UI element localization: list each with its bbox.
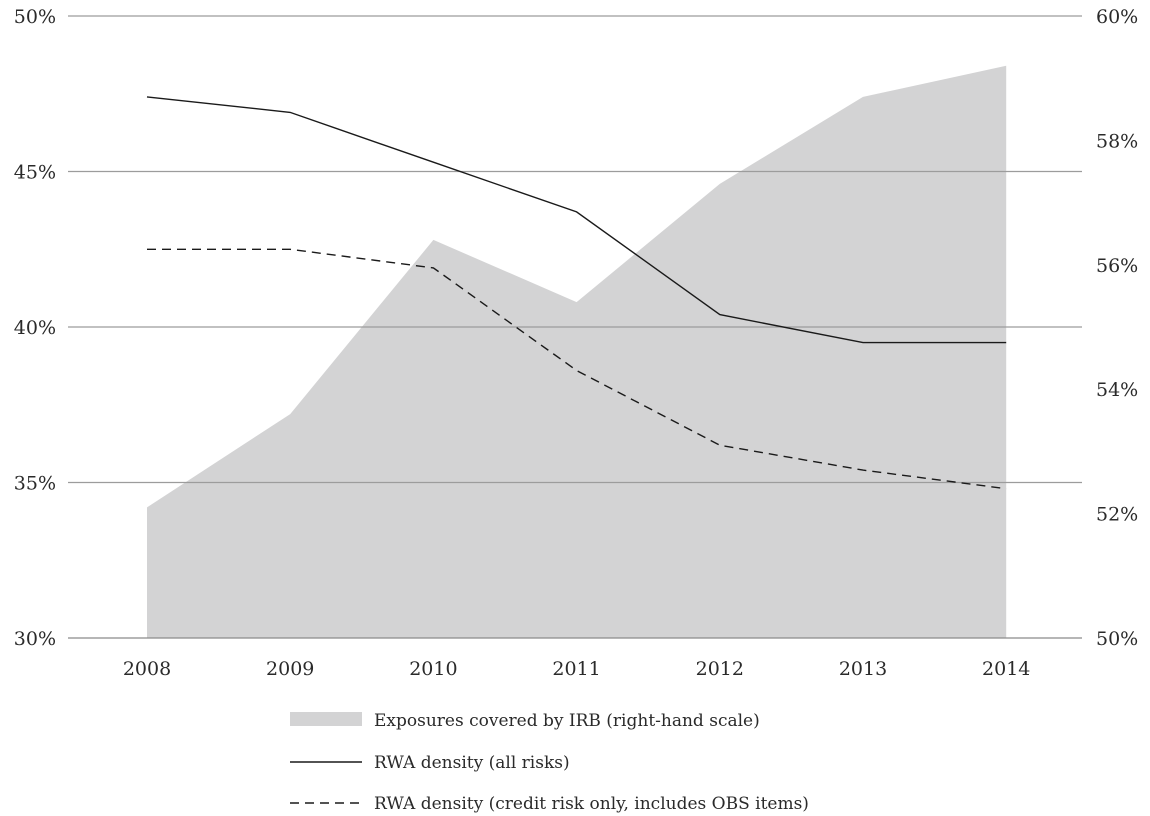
left-axis-tick-label: 50% [14,6,56,28]
right-axis-tick-label: 52% [1096,504,1138,526]
right-axis-tick-label: 58% [1096,130,1138,152]
x-axis-tick-label: 2008 [123,658,171,680]
x-axis-tick-label: 2009 [266,658,314,680]
area-layer [147,65,1007,639]
left-axis-tick-label: 35% [14,473,56,495]
left-axis: 50% 45% 40% 35% 30% [14,6,56,650]
right-axis-tick-label: 60% [1096,6,1138,28]
series-area-irb-exposures [147,65,1007,639]
legend-label: Exposures covered by IRB (right-hand sca… [374,711,760,731]
left-axis-tick-label: 40% [14,317,56,339]
x-axis-tick-label: 2013 [839,658,887,680]
legend-swatch-area [290,712,362,726]
right-axis-tick-label: 50% [1096,628,1138,650]
left-axis-tick-label: 45% [14,162,56,184]
right-axis: 60% 58% 56% 54% 52% 50% [1096,6,1138,650]
right-axis-tick-label: 54% [1096,379,1138,401]
legend-label: RWA density (all risks) [374,753,570,773]
series-line-rwa-all-risks [146,96,1007,344]
x-axis: 2008 2009 2010 2011 2012 2013 2014 [123,658,1031,680]
x-axis-tick-label: 2011 [552,658,600,680]
x-axis-tick-label: 2014 [982,658,1030,680]
series-line-rwa-credit-risk [147,248,1007,490]
x-axis-tick-label: 2012 [696,658,744,680]
x-axis-tick-label: 2010 [409,658,457,680]
grid-layer [68,15,1082,639]
line-layer [146,96,1007,490]
legend: Exposures covered by IRB (right-hand sca… [290,711,809,814]
legend-label: RWA density (credit risk only, includes … [374,794,809,814]
right-axis-tick-label: 56% [1096,255,1138,277]
left-axis-tick-label: 30% [14,628,56,650]
